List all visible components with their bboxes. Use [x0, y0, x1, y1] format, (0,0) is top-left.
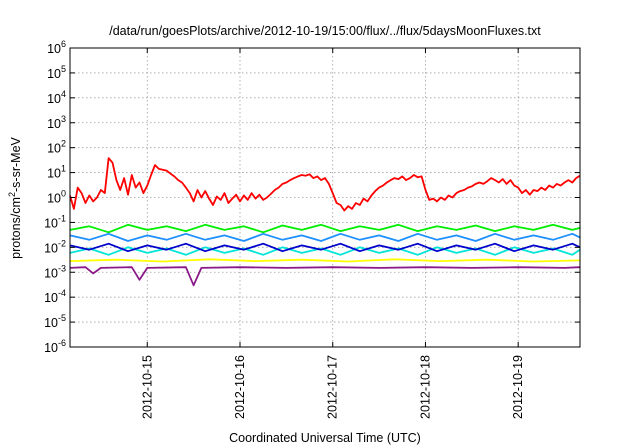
ticks [70, 47, 580, 348]
y-tick-label: 10-5 [44, 313, 66, 330]
y-tick-label-base: 10 [47, 92, 61, 106]
y-tick-label: 10-2 [44, 238, 66, 255]
grid [70, 48, 580, 347]
series-group [69, 157, 581, 287]
y-tick-label-base: 10 [47, 142, 61, 156]
y-tick-label-exp: -1 [58, 213, 66, 223]
series-line-2 [69, 223, 581, 234]
y-tick-label-exp: 5 [61, 64, 66, 74]
chart-title: /data/run/goesPlots/archive/2012-10-19/1… [109, 24, 541, 38]
series-line-7 [69, 266, 581, 287]
y-tick-label-base: 10 [47, 167, 61, 181]
y-tick-label: 104 [47, 89, 66, 106]
y-axis-label: protons/cm2-s-sr-MeV [7, 136, 23, 258]
series-line-5 [69, 242, 581, 253]
y-tick-label: 106 [47, 39, 66, 56]
y-tick-label-base: 10 [44, 316, 58, 330]
y-tick-label: 10-1 [44, 213, 66, 230]
y-tick-label: 102 [47, 139, 66, 156]
y-tick-label-base: 10 [47, 117, 61, 131]
x-tick-label: 2012-10-17 [326, 355, 340, 419]
y-tick-label-exp: 4 [61, 89, 66, 99]
y-tick-label-exp: -4 [58, 288, 66, 298]
x-tick-label: 2012-10-19 [511, 355, 525, 419]
y-axis-label-sup: 2 [7, 192, 17, 197]
y-tick-label-exp: 1 [61, 164, 66, 174]
y-axis-label-base: protons/cm [9, 197, 23, 259]
y-tick-label-base: 10 [44, 241, 58, 255]
series-line-4 [69, 246, 581, 256]
y-tick-label: 101 [47, 164, 66, 181]
y-tick-label-base: 10 [44, 341, 58, 355]
series-line-3 [69, 232, 581, 242]
y-tick-label-exp: 0 [61, 189, 66, 199]
y-tick-label-base: 10 [44, 291, 58, 305]
y-tick-label: 103 [47, 114, 66, 131]
y-tick-label-base: 10 [44, 216, 58, 230]
y-tick-label-exp: 6 [61, 39, 66, 49]
y-tick-label-exp: -2 [58, 238, 66, 248]
y-tick-label-exp: 2 [61, 139, 66, 149]
y-tick-label-exp: -6 [58, 338, 66, 348]
y-tick-label: 10-4 [44, 288, 66, 305]
y-tick-label-base: 10 [47, 192, 61, 206]
y-tick-label-base: 10 [44, 266, 58, 280]
y-tick-label-exp: -5 [58, 313, 66, 323]
y-tick-label: 100 [47, 189, 66, 206]
y-tick-label: 10-6 [44, 338, 66, 355]
y-tick-labels: 10-610-510-410-310-210-11001011021031041… [44, 39, 66, 355]
series-line-6 [69, 258, 581, 263]
x-tick-labels: 2012-10-15 2012-10-16 2012-10-17 2012-10-18… [140, 355, 525, 419]
y-tick-label: 105 [47, 64, 66, 81]
y-tick-label: 10-3 [44, 263, 66, 280]
y-axis-label-rest: -s-sr-MeV [9, 136, 23, 192]
x-tick-label: 2012-10-16 [233, 355, 247, 419]
x-tick-label: 2012-10-15 [140, 355, 154, 419]
series-line-1 [69, 157, 581, 212]
y-tick-label-exp: -3 [58, 263, 66, 273]
x-tick-label: 2012-10-18 [418, 355, 432, 419]
x-axis-label: Coordinated Universal Time (UTC) [229, 431, 421, 445]
y-tick-label-exp: 3 [61, 114, 66, 124]
y-tick-label-base: 10 [47, 67, 61, 81]
y-tick-label-base: 10 [47, 42, 61, 56]
